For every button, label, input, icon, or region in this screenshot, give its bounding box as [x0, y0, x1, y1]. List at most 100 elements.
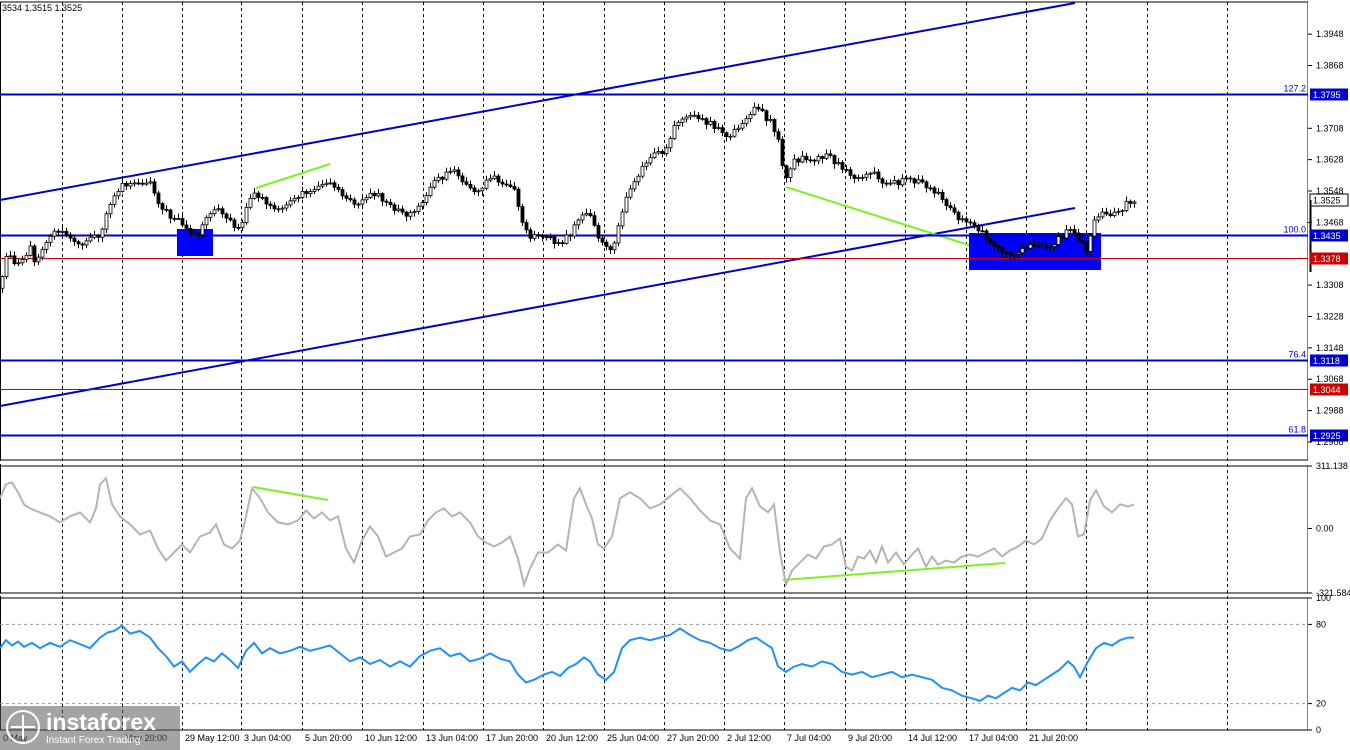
candle-bear [80, 243, 85, 246]
candle-bear [388, 201, 393, 206]
time-tick-label: 17 Jul 04:00 [969, 733, 1018, 743]
candle-bull [1056, 236, 1061, 245]
candle-bear [260, 197, 265, 199]
candle-bull [1120, 210, 1125, 212]
candle-bull [1064, 229, 1069, 239]
candle-bull [412, 211, 417, 214]
grid [0, 1, 1309, 731]
candle-bear [272, 205, 277, 210]
candle-bear [976, 225, 981, 232]
candle-bull [1020, 248, 1025, 254]
candle-bear [552, 236, 557, 244]
candle-bull [192, 233, 197, 236]
rsi-series [0, 624, 1134, 703]
candle-bear [504, 183, 509, 186]
candle-bull [360, 199, 365, 205]
candle-bull [824, 153, 829, 159]
candle-bear [172, 217, 177, 220]
candle-bear [696, 114, 701, 120]
candle-bear [956, 211, 961, 221]
candle-bull [300, 191, 305, 198]
candle-bull [416, 205, 421, 212]
candle-bull [1096, 216, 1101, 221]
fib-level-label: 61.8 [1288, 425, 1306, 435]
candle-bear [924, 181, 929, 189]
candle-bear [156, 192, 161, 204]
candle-bear [908, 177, 913, 180]
candle-bear [536, 234, 541, 236]
candle-bear [184, 224, 189, 229]
candle-bull [208, 213, 213, 218]
candle-bear [820, 156, 825, 159]
candle-bull [684, 116, 689, 120]
candle-bear [168, 209, 173, 219]
candle-bear [1000, 247, 1005, 253]
price-tick-label: 1.3628 [1316, 155, 1344, 165]
candle-bull [128, 183, 133, 187]
candle-bear [224, 213, 229, 219]
candle-bull [112, 195, 117, 205]
candle-bear [160, 203, 165, 210]
level-price-label: 1.3044 [1313, 385, 1341, 395]
candle-bear [372, 192, 377, 197]
candle-bear [988, 238, 993, 243]
level-price-tag [1310, 252, 1348, 265]
candle-bull [200, 224, 205, 236]
candle-bear [968, 221, 973, 224]
candle-bear [1108, 213, 1113, 217]
candle-bull [116, 190, 121, 197]
candle-bear [276, 208, 281, 211]
level-price-label: 1.2925 [1313, 431, 1341, 441]
candle-bear [464, 181, 469, 185]
candle-bear [220, 208, 225, 215]
candle-bear [964, 218, 969, 223]
candle-bear [76, 241, 81, 245]
candle-bear [456, 169, 461, 177]
candle-bull [572, 224, 577, 237]
candle-bear [980, 230, 985, 233]
candle-bull [364, 197, 369, 201]
candle-bull [1124, 200, 1129, 211]
oscillator-line [0, 476, 1135, 589]
trend-lines [0, 2, 1101, 581]
candle-bear [528, 229, 533, 239]
candle-bull [132, 182, 137, 185]
candle-bear [340, 189, 345, 197]
candle-bear [152, 181, 157, 194]
candle-bull [1024, 247, 1029, 250]
candle-bear [404, 211, 409, 217]
candle-bull [284, 204, 289, 209]
candle-bull [620, 211, 625, 227]
candle-bear [1036, 245, 1041, 248]
candle-bull [436, 176, 441, 182]
candle-bull [652, 152, 657, 159]
candle-bear [180, 218, 185, 226]
candle-bear [520, 206, 525, 223]
price-tick-label: 1.3308 [1316, 280, 1344, 290]
candle-bear [256, 192, 261, 198]
fib-level-label: 127.2 [1283, 84, 1306, 94]
candle-bear [236, 227, 241, 229]
time-tick-label: 10 Jun 12:00 [365, 733, 417, 743]
candle-bull [432, 180, 437, 188]
candle-bull [1040, 245, 1045, 248]
candle-bull [632, 181, 637, 190]
candle-bull [288, 200, 293, 206]
candle-bull [556, 242, 561, 245]
candle-bear [392, 204, 397, 211]
candle-bear [928, 187, 933, 190]
candle-bear [1104, 211, 1109, 215]
candle-bear [348, 197, 353, 201]
candle-bear [384, 200, 389, 203]
candle-bull [792, 158, 797, 170]
candle-bear [232, 219, 237, 228]
candle-bear [264, 197, 269, 205]
time-tick-label: 14 Jul 12:00 [908, 733, 957, 743]
candle-bull [4, 256, 9, 278]
candle-bull [1100, 211, 1105, 218]
candle-bull [1132, 201, 1137, 204]
candle-bull [408, 212, 413, 217]
candle-bear [784, 165, 789, 178]
candle-bear [844, 168, 849, 171]
channel-lower-line [0, 207, 1076, 407]
